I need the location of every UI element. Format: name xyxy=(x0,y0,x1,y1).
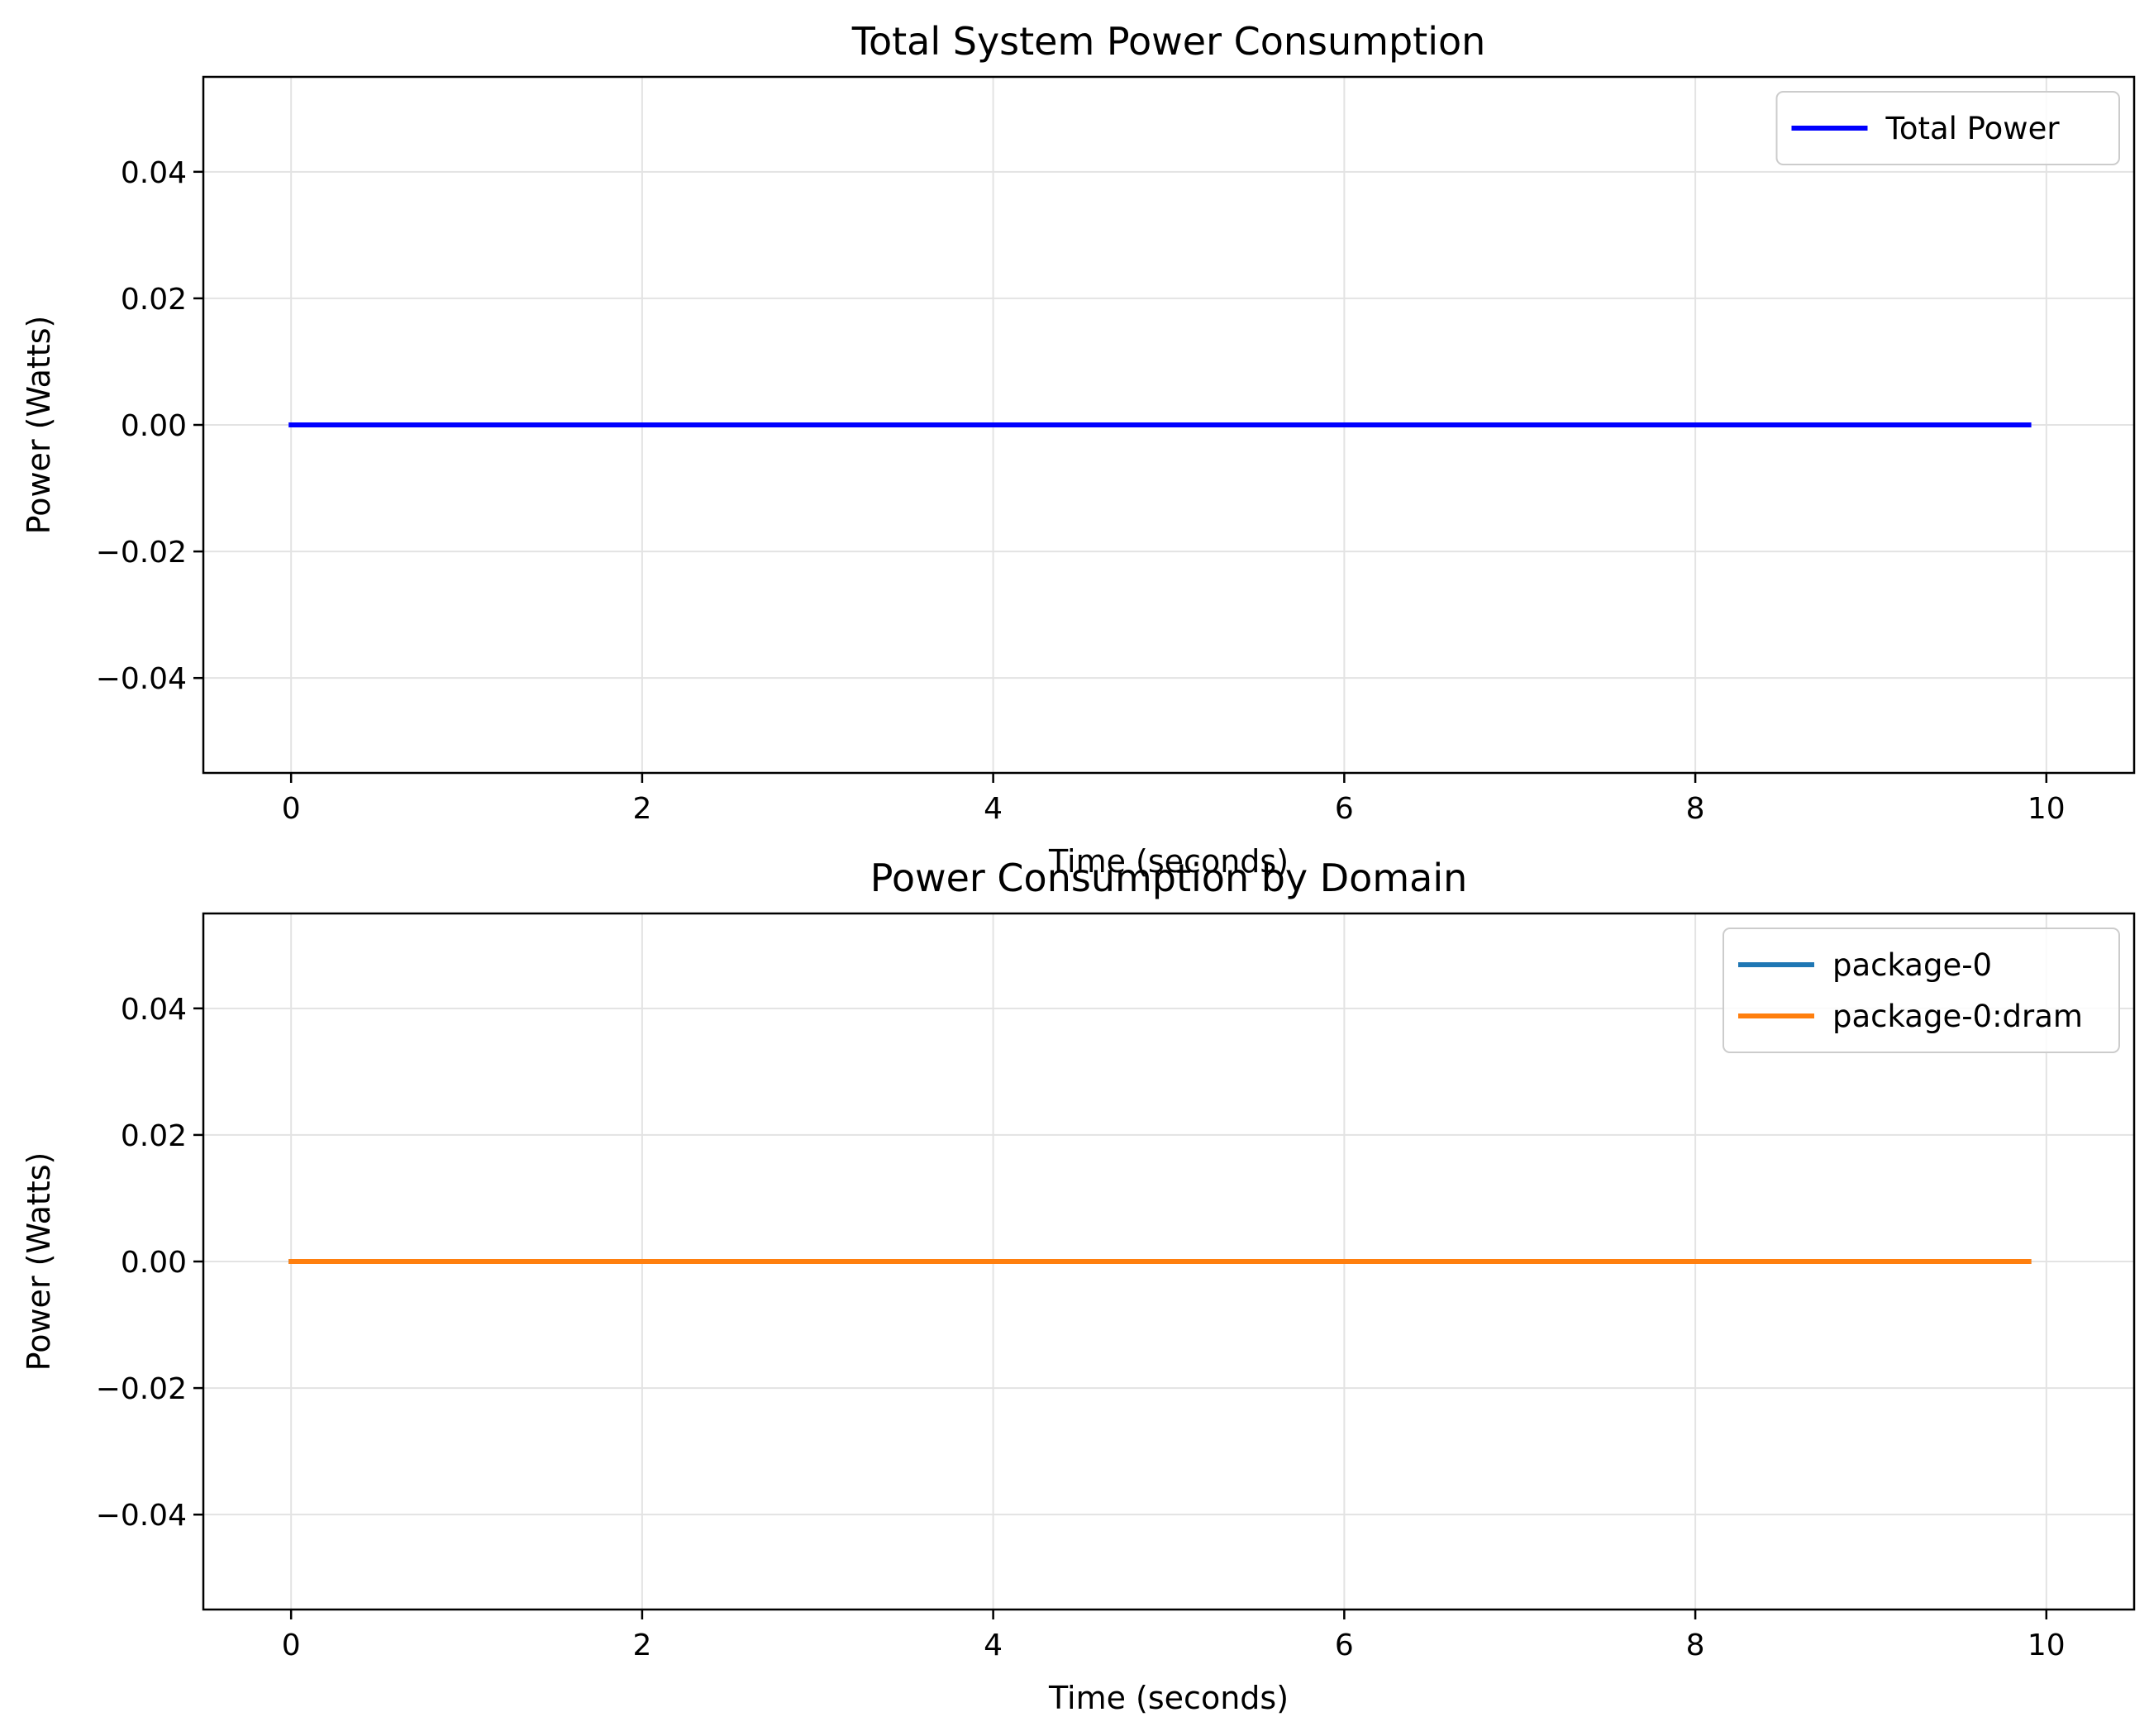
y-tick-label: 0.02 xyxy=(121,1119,187,1153)
legend-label: package-0:dram xyxy=(1832,999,2083,1034)
legend-box xyxy=(1775,91,2120,165)
y-tick-label: −0.04 xyxy=(96,1499,187,1533)
x-tick-label: 6 xyxy=(1335,1629,1354,1662)
y-axis-label: Power (Watts) xyxy=(21,316,57,535)
y-tick-label: 0.04 xyxy=(121,993,187,1027)
x-tick-label: 8 xyxy=(1686,792,1705,826)
x-tick-label: 4 xyxy=(984,1629,1003,1662)
x-tick-label: 0 xyxy=(282,792,301,826)
x-axis-label: Time (seconds) xyxy=(1048,843,1289,880)
y-tick-label: −0.02 xyxy=(96,1372,187,1406)
x-tick-label: 10 xyxy=(2027,1629,2066,1662)
y-tick-label: 0.00 xyxy=(121,409,187,443)
legend-label: package-0 xyxy=(1832,947,1992,983)
y-tick-label: −0.04 xyxy=(96,662,187,696)
legend: package-0 package-0:dram xyxy=(1723,928,2120,1053)
x-tick-label: 4 xyxy=(984,792,1003,826)
y-axis-label: Power (Watts) xyxy=(21,1152,57,1371)
legend-label: Total Power xyxy=(1885,111,2061,146)
y-tick-label: 0.00 xyxy=(121,1246,187,1280)
y-tick-label: 0.02 xyxy=(121,283,187,317)
chart-title: Power Consumption by Domain xyxy=(870,856,1468,900)
x-tick-label: 8 xyxy=(1686,1629,1705,1662)
chart-total-power: 0 2 4 6 8 10 0.04 0.02 0.00 −0.02 −0.04 Total Syst… xyxy=(21,19,2136,880)
legend-box xyxy=(1723,928,2120,1053)
chart-domain-power: 0 2 4 6 8 10 0.04 0.02 0.00 −0.02 −0.04 Power Cons… xyxy=(21,856,2136,1716)
x-tick-label: 6 xyxy=(1335,792,1354,826)
legend: Total Power xyxy=(1775,91,2120,165)
x-tick-label: 10 xyxy=(2027,792,2066,826)
y-tick-label: −0.02 xyxy=(96,536,187,570)
x-tick-label: 2 xyxy=(632,1629,651,1662)
y-tick-label: 0.04 xyxy=(121,156,187,190)
chart-title: Total System Power Consumption xyxy=(851,19,1486,64)
x-tick-label: 2 xyxy=(632,792,651,826)
x-axis-label: Time (seconds) xyxy=(1048,1680,1289,1716)
x-tick-label: 0 xyxy=(282,1629,301,1662)
